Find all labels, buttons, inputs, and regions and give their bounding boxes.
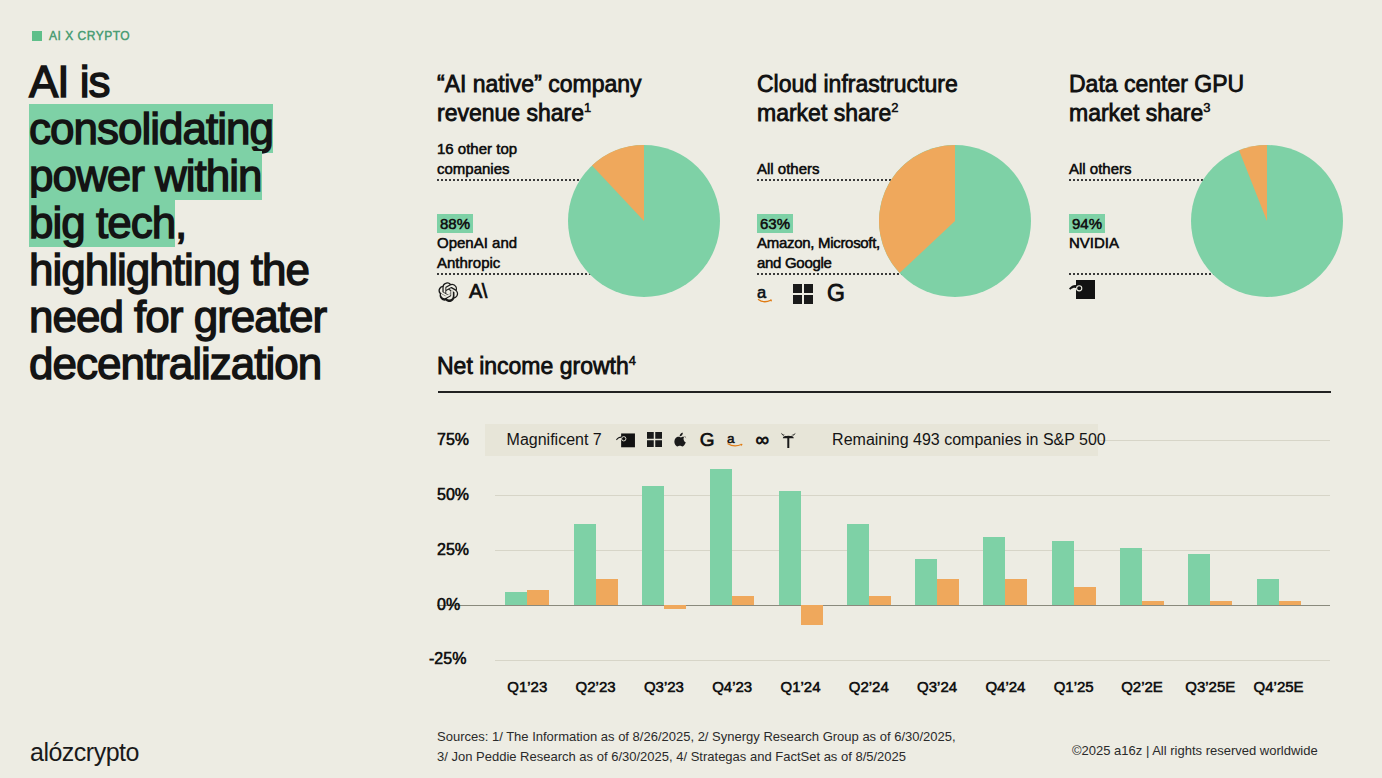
svg-text:a: a xyxy=(757,283,767,301)
